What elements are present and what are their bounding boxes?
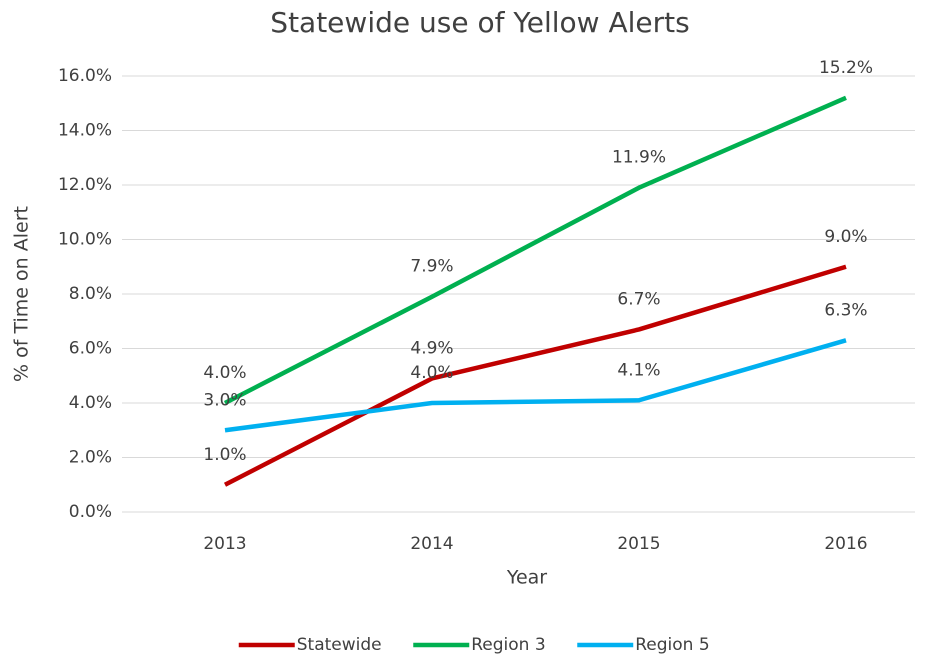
data-label: 7.9% — [410, 257, 453, 277]
data-label: 15.2% — [819, 58, 873, 78]
chart-title: Statewide use of Yellow Alerts — [270, 6, 689, 39]
y-axis-title: % of Time on Alert — [11, 206, 33, 382]
series-line — [224, 338, 847, 433]
legend-label: Region 3 — [471, 635, 545, 655]
data-label: 4.0% — [203, 363, 246, 383]
x-tick-label: 2016 — [824, 534, 867, 554]
data-label: 6.3% — [824, 300, 867, 320]
data-label: 4.1% — [617, 360, 660, 380]
x-axis-title: Year — [506, 567, 547, 589]
y-tick-label: 16.0% — [58, 66, 112, 86]
y-tick-label: 10.0% — [58, 230, 112, 250]
y-tick-label: 12.0% — [58, 175, 112, 195]
data-label: 3.0% — [203, 390, 246, 410]
y-tick-label: 6.0% — [69, 339, 112, 359]
x-tick-label: 2014 — [410, 534, 453, 554]
data-label: 4.9% — [410, 338, 453, 358]
y-tick-label: 8.0% — [69, 284, 112, 304]
data-label: 11.9% — [612, 148, 666, 168]
series-line — [223, 264, 847, 487]
y-tick-label: 0.0% — [69, 502, 112, 522]
x-tick-label: 2015 — [617, 534, 660, 554]
data-label: 6.7% — [617, 289, 660, 309]
data-label: 4.0% — [410, 363, 453, 383]
x-tick-label: 2013 — [203, 534, 246, 554]
y-tick-label: 2.0% — [69, 448, 112, 468]
y-tick-label: 4.0% — [69, 393, 112, 413]
legend-label: Statewide — [297, 635, 382, 655]
legend-label: Region 5 — [635, 635, 709, 655]
series-line — [223, 95, 847, 406]
y-tick-label: 14.0% — [58, 121, 112, 141]
data-label: 1.0% — [203, 445, 246, 465]
data-label: 9.0% — [824, 227, 867, 247]
